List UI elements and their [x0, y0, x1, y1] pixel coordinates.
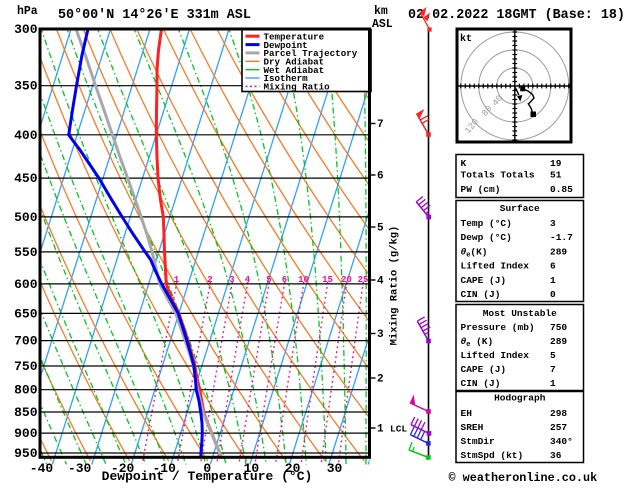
svg-text:10: 10: [298, 275, 309, 285]
svg-text:CAPE (J): CAPE (J): [461, 364, 507, 375]
svg-text:257: 257: [550, 422, 567, 433]
svg-text:19: 19: [550, 158, 562, 169]
svg-text:700: 700: [14, 334, 38, 349]
svg-text:-10: -10: [152, 461, 176, 476]
svg-text:0: 0: [203, 461, 211, 476]
svg-text:340°: 340°: [550, 436, 573, 447]
svg-text:PW (cm): PW (cm): [461, 184, 501, 195]
svg-text:kt: kt: [460, 33, 472, 45]
svg-text:© weatheronline.co.uk: © weatheronline.co.uk: [449, 471, 598, 485]
svg-text:750: 750: [550, 322, 567, 333]
svg-text:Mixing Ratio: Mixing Ratio: [264, 82, 331, 93]
svg-text:36: 36: [550, 450, 562, 461]
svg-text:StmSpd (kt): StmSpd (kt): [461, 450, 524, 461]
svg-text:CAPE (J): CAPE (J): [461, 275, 507, 286]
svg-text:Most Unstable: Most Unstable: [483, 308, 557, 319]
svg-text:7: 7: [377, 119, 384, 131]
svg-text:4: 4: [377, 276, 384, 288]
svg-text:Dewp (°C): Dewp (°C): [461, 232, 512, 243]
svg-text:Dewpoint / Temperature (°C): Dewpoint / Temperature (°C): [102, 469, 313, 484]
svg-text:Lifted Index: Lifted Index: [461, 261, 530, 272]
svg-text:900: 900: [14, 426, 38, 441]
svg-text:800: 800: [14, 383, 38, 398]
svg-text:7: 7: [550, 364, 556, 375]
svg-text:-1.7: -1.7: [550, 232, 573, 243]
svg-text:CIN (J): CIN (J): [461, 289, 501, 300]
svg-text:6: 6: [282, 275, 287, 285]
svg-text:400: 400: [14, 128, 38, 143]
svg-text:-30: -30: [68, 461, 92, 476]
svg-text:ASL: ASL: [372, 18, 393, 31]
svg-text:θe(K): θe(K): [461, 247, 488, 260]
svg-text:1: 1: [174, 275, 180, 285]
svg-text:450: 450: [14, 171, 38, 186]
svg-text:hPa: hPa: [17, 5, 38, 18]
svg-text:4: 4: [245, 275, 251, 285]
svg-text:EH: EH: [461, 408, 473, 419]
svg-text:Totals Totals: Totals Totals: [461, 170, 535, 181]
svg-text:600: 600: [14, 277, 38, 292]
svg-text:950: 950: [14, 446, 38, 461]
svg-text:Surface: Surface: [500, 203, 540, 214]
svg-text:51: 51: [550, 170, 562, 181]
svg-text:SREH: SREH: [461, 422, 484, 433]
svg-text:Lifted Index: Lifted Index: [461, 350, 530, 361]
svg-text:20: 20: [341, 275, 352, 285]
svg-text:02.02.2022 18GMT (Base: 18): 02.02.2022 18GMT (Base: 18): [408, 8, 625, 23]
svg-text:10: 10: [244, 461, 260, 476]
svg-text:Temperature: Temperature: [264, 31, 325, 42]
svg-text:550: 550: [14, 245, 38, 260]
svg-text:Dewpoint: Dewpoint: [264, 40, 308, 51]
svg-text:6: 6: [377, 171, 384, 183]
svg-text:289: 289: [550, 336, 567, 347]
svg-text:-40: -40: [30, 461, 54, 476]
svg-text:289: 289: [550, 247, 567, 258]
svg-text:750: 750: [14, 359, 38, 374]
svg-text:0.85: 0.85: [550, 184, 573, 195]
svg-text:3: 3: [550, 218, 556, 229]
svg-text:298: 298: [550, 408, 567, 419]
svg-text:K: K: [461, 158, 467, 169]
svg-text:LCL: LCL: [390, 424, 407, 435]
svg-text:3: 3: [377, 329, 384, 341]
svg-text:30: 30: [327, 461, 343, 476]
svg-text:1: 1: [377, 424, 384, 436]
svg-text:Parcel Trajectory: Parcel Trajectory: [264, 48, 358, 59]
svg-text:1: 1: [550, 378, 556, 389]
svg-text:km: km: [374, 5, 388, 18]
svg-text:Mixing Ratio (g/kg): Mixing Ratio (g/kg): [389, 226, 401, 346]
svg-text:0: 0: [550, 289, 556, 300]
svg-text:350: 350: [14, 79, 38, 94]
svg-text:3: 3: [229, 275, 234, 285]
svg-text:650: 650: [14, 306, 38, 321]
svg-text:850: 850: [14, 405, 38, 420]
svg-text:Hodograph: Hodograph: [494, 393, 546, 404]
svg-text:20: 20: [285, 461, 301, 476]
svg-text:500: 500: [14, 210, 38, 225]
svg-text:Temp (°C): Temp (°C): [461, 218, 512, 229]
svg-text:5: 5: [550, 350, 556, 361]
svg-text:15: 15: [322, 275, 333, 285]
svg-text:Pressure (mb): Pressure (mb): [461, 322, 535, 333]
svg-text:-20: -20: [111, 461, 135, 476]
svg-text:CIN (J): CIN (J): [461, 378, 501, 389]
svg-text:2: 2: [207, 275, 212, 285]
svg-text:StmDir: StmDir: [461, 436, 496, 447]
svg-text:25: 25: [358, 275, 369, 285]
svg-text:5: 5: [266, 275, 271, 285]
svg-text:2: 2: [377, 374, 384, 386]
svg-text:50°00'N 14°26'E 331m ASL: 50°00'N 14°26'E 331m ASL: [58, 8, 251, 23]
svg-text:5: 5: [377, 223, 384, 235]
svg-text:θe (K): θe (K): [461, 336, 494, 349]
svg-text:Wet Adiabat: Wet Adiabat: [264, 65, 325, 76]
svg-text:300: 300: [14, 22, 38, 37]
svg-text:Isotherm: Isotherm: [264, 73, 309, 84]
svg-text:Dry Adiabat: Dry Adiabat: [264, 57, 325, 68]
svg-text:1: 1: [550, 275, 556, 286]
svg-text:6: 6: [550, 261, 556, 272]
